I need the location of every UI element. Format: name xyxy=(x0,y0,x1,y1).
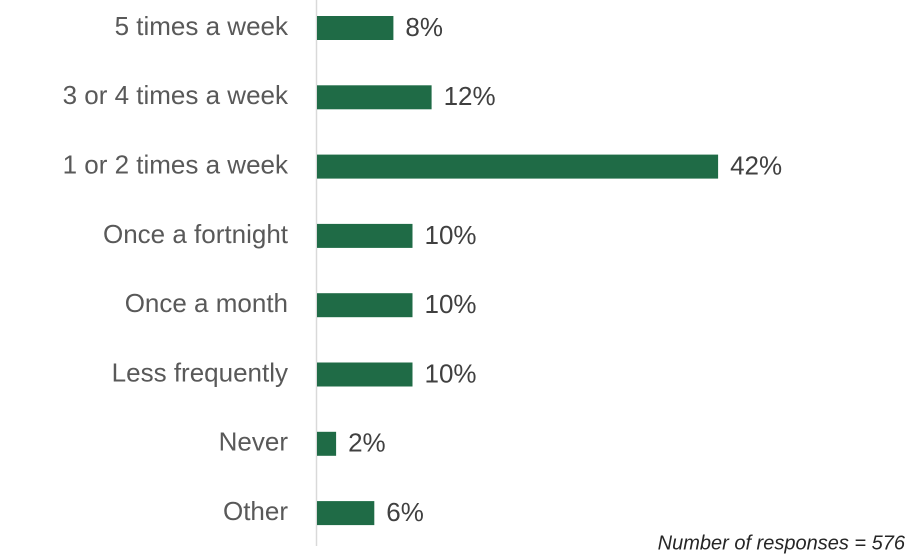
bar xyxy=(317,223,413,248)
bar xyxy=(317,85,432,110)
category-label: Less frequently xyxy=(112,357,288,387)
bar xyxy=(317,501,375,526)
data-label: 2% xyxy=(348,428,386,458)
category-label: Once a month xyxy=(125,288,288,318)
data-label: 10% xyxy=(425,220,477,250)
bar xyxy=(317,362,413,387)
bar xyxy=(317,431,337,456)
bar xyxy=(317,16,394,40)
category-label: 1 or 2 times a week xyxy=(63,149,289,179)
data-label: 42% xyxy=(730,150,782,180)
data-label: 10% xyxy=(425,358,477,388)
data-label: 10% xyxy=(425,289,477,319)
bar xyxy=(317,293,413,318)
category-label: 3 or 4 times a week xyxy=(63,80,289,110)
footnote: Number of responses = 576 xyxy=(658,532,906,554)
category-label: 5 times a week xyxy=(115,11,289,41)
category-label: Once a fortnight xyxy=(103,219,289,249)
data-label: 12% xyxy=(444,81,496,111)
bar xyxy=(317,154,719,179)
category-label: Never xyxy=(219,427,289,457)
category-label: Other xyxy=(223,496,288,526)
data-label: 8% xyxy=(405,12,443,42)
data-label: 6% xyxy=(386,497,424,527)
